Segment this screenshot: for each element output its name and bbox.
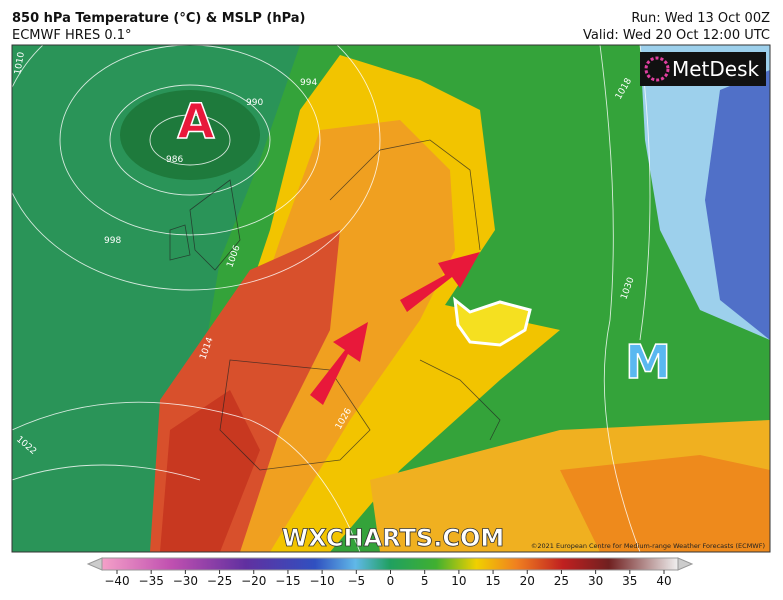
colorbar-gradient xyxy=(101,557,679,571)
credit: ©2021 European Centre for Medium-range W… xyxy=(531,542,765,550)
colorbar-tick-label: 40 xyxy=(656,574,671,588)
map-frame xyxy=(11,44,771,553)
colorbar-tick-label: −30 xyxy=(173,574,198,588)
subtitle: ECMWF HRES 0.1° xyxy=(12,28,132,43)
colorbar-tick-label: −35 xyxy=(139,574,164,588)
isobar-label: 1010 xyxy=(13,51,27,76)
valid-time: Valid: Wed 20 Oct 12:00 UTC xyxy=(583,28,770,43)
colorbar-tick-label: 25 xyxy=(554,574,569,588)
colorbar-tick-label: −5 xyxy=(347,574,365,588)
title: 850 hPa Temperature (°C) & MSLP (hPa) xyxy=(12,11,305,26)
colorbar-tick-label: −20 xyxy=(241,574,266,588)
colorbar-tick-label: −15 xyxy=(275,574,300,588)
colorbar-tick-label: 10 xyxy=(451,574,466,588)
logo-icon xyxy=(644,56,670,82)
low-pressure-label: A xyxy=(177,94,214,150)
colorbar-tick-label: 15 xyxy=(485,574,500,588)
isobar-label: 994 xyxy=(300,78,317,88)
colorbar-tick-label: −25 xyxy=(207,574,232,588)
run-time: Run: Wed 13 Oct 00Z xyxy=(631,11,770,26)
colorbar-tick-label: 20 xyxy=(520,574,535,588)
isobar-label: 986 xyxy=(166,155,183,165)
colorbar-tick-label: 0 xyxy=(387,574,395,588)
colorbar-tick-label: 35 xyxy=(622,574,637,588)
map: A M 1010 994 990 986 998 1006 1018 1022 … xyxy=(12,45,770,552)
isobar-label: 990 xyxy=(246,98,263,108)
colorbar-tick-label: 30 xyxy=(588,574,603,588)
colorbar-tick-label: −40 xyxy=(104,574,129,588)
colorbar-tick-label: −10 xyxy=(309,574,334,588)
logo: MetDesk xyxy=(672,57,760,81)
high-pressure-label: M xyxy=(625,335,671,389)
watermark: WXCHARTS.COM xyxy=(282,524,504,552)
colorbar-tick-label: 5 xyxy=(421,574,429,588)
colorbar: −40 −35 −30 −25 −20 −15 −10 −5 0 5 10 15 20 25 30 35 40 xyxy=(86,557,694,588)
isobar-label: 998 xyxy=(104,236,121,246)
